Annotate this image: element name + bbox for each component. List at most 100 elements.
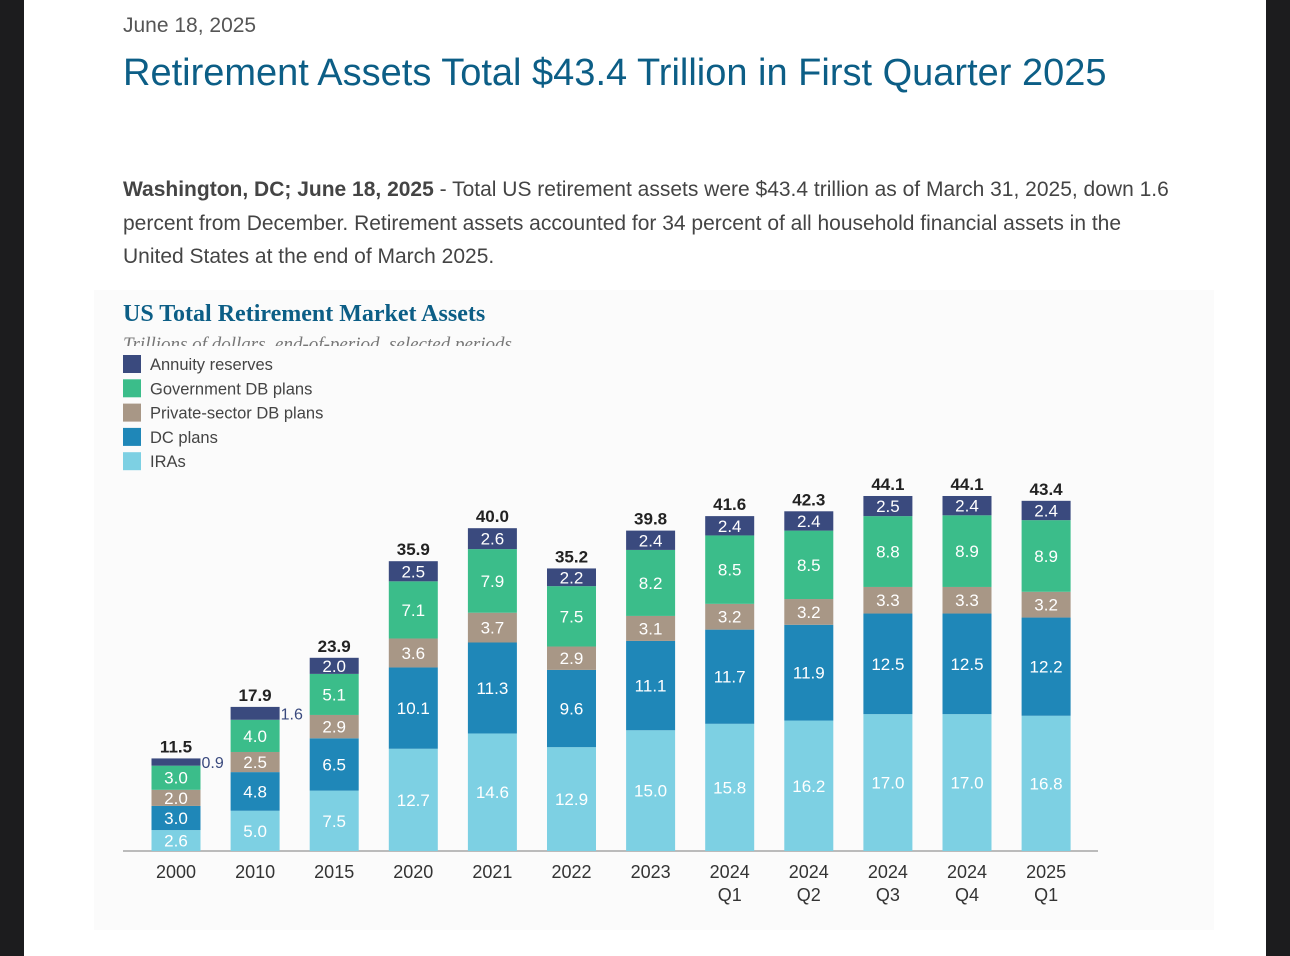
data-label: 3.2: [1034, 596, 1058, 615]
data-label: 11.1: [635, 677, 667, 696]
legend-label: Annuity reserves: [150, 356, 273, 374]
bar-segment: [309, 673, 359, 715]
article-headline: Retirement Assets Total $43.4 Trillion i…: [123, 52, 1107, 94]
data-label: 10.1: [397, 699, 430, 718]
bar-total-label: 11.5: [160, 737, 192, 756]
data-label: 8.9: [1034, 547, 1058, 566]
x-tick-label: Q2: [797, 885, 821, 905]
article-date: June 18, 2025: [123, 14, 257, 37]
article-lede: Washington, DC; June 18, 2025 - Total US…: [123, 173, 1183, 274]
bar-segment: [309, 790, 359, 851]
bar-segment: [151, 789, 201, 806]
bar-total-label: 39.8: [634, 510, 667, 529]
bar-segment: [1021, 715, 1071, 851]
data-label: 15.8: [713, 778, 746, 797]
chart-title: US Total Retirement Market Assets: [123, 301, 486, 327]
data-label: 2.4: [955, 497, 979, 516]
bar-total-label: 44.1: [871, 475, 904, 494]
data-label: 6.5: [322, 755, 346, 774]
bar-segment: [705, 629, 755, 724]
bar-segment: [626, 730, 676, 851]
bar-segment: [705, 516, 755, 536]
bar-segment: [705, 723, 755, 851]
bar-segment: [863, 613, 913, 715]
data-label: 1.6: [281, 706, 303, 723]
bar-segment: [388, 638, 438, 668]
data-label: 2.4: [718, 517, 742, 536]
x-tick-label: 2024: [868, 862, 908, 882]
stacked-bar-chart: Annuity reserves Government DB plans Priva…: [123, 355, 1098, 905]
data-label: 2.0: [322, 657, 346, 676]
bar-total-label: 35.2: [555, 547, 588, 566]
bar-segment: [230, 706, 280, 720]
bar-segment: [388, 667, 438, 749]
bar-segment: [942, 714, 992, 851]
data-label: 5.1: [322, 685, 346, 704]
data-label: 7.1: [401, 601, 425, 620]
x-tick-label: Q1: [718, 885, 742, 905]
data-label: 12.2: [1030, 658, 1063, 677]
data-label: 16.8: [1030, 774, 1063, 793]
bar-segment: [863, 586, 913, 614]
bar-total-label: 35.9: [397, 540, 430, 559]
bar-segment: [467, 612, 517, 643]
data-label: 3.0: [164, 769, 188, 788]
bar-segment: [547, 646, 596, 670]
data-label: 2.6: [164, 832, 188, 851]
bar-total-label: 40.0: [476, 507, 509, 526]
data-label: 3.2: [718, 608, 742, 627]
legend-swatch: [123, 427, 141, 446]
data-label: 14.6: [476, 783, 509, 802]
bar-segment: [784, 624, 834, 721]
x-tick-label: 2023: [631, 862, 671, 882]
bar-segment: [784, 530, 834, 600]
bar-segment: [467, 733, 517, 851]
data-label: 12.7: [397, 791, 430, 810]
bar-total-label: 17.9: [239, 686, 272, 705]
data-label: 12.5: [871, 655, 904, 674]
data-label: 11.3: [476, 679, 508, 698]
legend-swatch: [123, 379, 141, 398]
data-label: 2.9: [560, 649, 584, 668]
bar-segment: [230, 810, 280, 851]
data-label: 2.5: [876, 497, 900, 516]
x-tick-label: 2024: [789, 862, 829, 882]
article-page: June 18, 2025 Retirement Assets Total $4…: [24, 0, 1266, 956]
bar-total-label: 23.9: [318, 637, 351, 656]
x-tick-label: 2021: [472, 862, 512, 882]
data-label: 7.5: [322, 812, 346, 831]
x-tick-label: 2015: [314, 862, 354, 882]
bar-total-label: 43.4: [1030, 480, 1064, 499]
bar-segment: [863, 714, 913, 851]
bar-total-label: 44.1: [950, 475, 983, 494]
data-label: 3.3: [876, 591, 900, 610]
bar-segment: [1021, 591, 1071, 618]
lede-text: - Total US retirement assets were $43.4 …: [123, 178, 1169, 268]
legend-label: Government DB plans: [150, 380, 312, 398]
bar-segment: [547, 669, 596, 748]
bar-segment: [309, 657, 359, 674]
bar-segment: [547, 747, 596, 851]
data-label: 9.6: [560, 700, 584, 719]
data-label: 11.9: [793, 664, 825, 683]
bar-segment: [863, 516, 913, 587]
data-label: 17.0: [950, 774, 983, 793]
bar-segment: [467, 642, 517, 734]
data-label: 17.0: [871, 774, 904, 793]
x-tick-label: 2000: [156, 862, 196, 882]
x-tick-label: 2020: [393, 862, 433, 882]
data-label: 2.9: [322, 718, 346, 737]
x-tick-label: 2010: [235, 862, 275, 882]
bar-segment: [309, 738, 359, 791]
data-label: 2.4: [1034, 501, 1058, 520]
data-label: 16.2: [792, 777, 825, 796]
bar-segment: [388, 581, 438, 639]
x-tick-label: Q1: [1034, 885, 1058, 905]
x-tick-label: 2024: [947, 862, 987, 882]
bar-segment: [626, 530, 676, 550]
data-label: 3.2: [797, 603, 821, 622]
bar-segment: [230, 719, 280, 752]
data-label: 8.5: [797, 556, 821, 575]
x-tick-label: Q3: [876, 885, 900, 905]
bar-segment: [151, 758, 201, 766]
